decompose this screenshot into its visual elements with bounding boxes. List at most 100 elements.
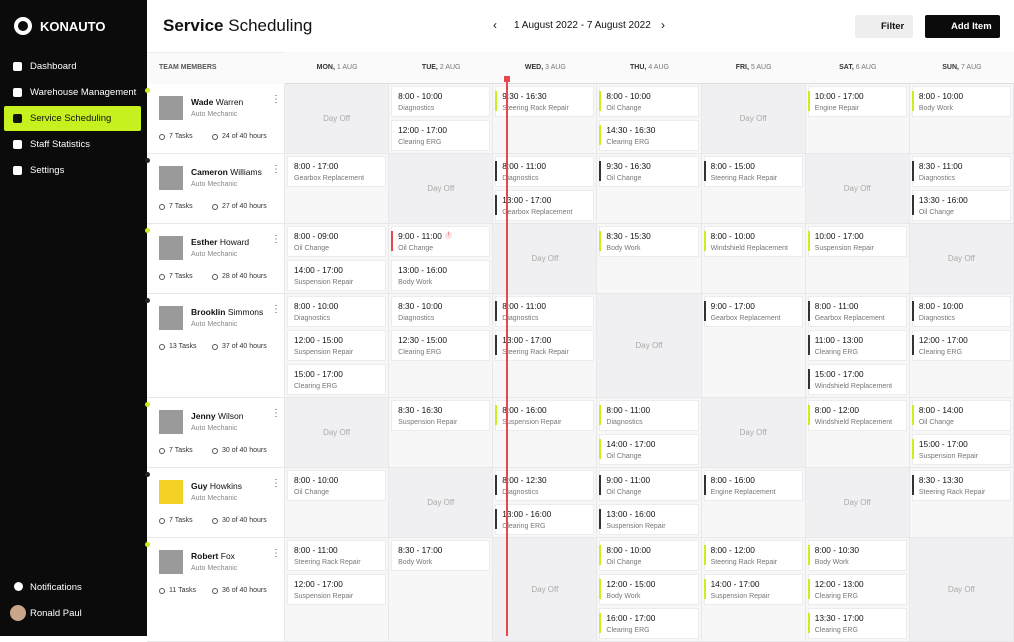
hours-icon [212, 588, 218, 594]
filter-button[interactable]: Filter [855, 15, 913, 38]
menu-button[interactable]: ⋮ [271, 164, 281, 175]
event-card[interactable]: 14:30 - 16:30 Clearing ERG [599, 120, 699, 151]
event-card[interactable]: 12:00 - 15:00 Suspension Repair [287, 330, 387, 361]
event-card[interactable]: 8:00 - 11:00 Steering Rack Repair [287, 540, 387, 571]
event-card[interactable]: 8:00 - 17:00 Gearbox Replacement [287, 156, 387, 187]
event-time: 8:30 - 15:30 [606, 231, 651, 241]
event-card[interactable]: 8:00 - 10:00 Body Work [911, 86, 1011, 117]
event-card[interactable]: 12:00 - 17:00 Clearing ERG [911, 330, 1011, 361]
event-card[interactable]: 8:00 - 14:00 Oil Change [911, 400, 1011, 431]
event-time: 13:00 - 16:00 [502, 509, 552, 519]
event-time: 12:30 - 15:00 [398, 335, 448, 345]
event-time: 9:00 - 11:00 [398, 231, 442, 241]
event-card[interactable]: 13:30 - 17:00 Clearing ERG [807, 608, 907, 639]
event-card[interactable]: 8:30 - 16:30 Suspension Repair [391, 400, 491, 431]
add-item-button[interactable]: Add Item [925, 15, 1000, 38]
notifications[interactable]: Notifications [30, 582, 82, 593]
event-card[interactable]: 11:00 - 13:00 Clearing ERG [807, 330, 907, 361]
event-card[interactable]: 13:00 - 17:00 Steering Rack Repair [495, 330, 595, 361]
event-card[interactable]: 8:00 - 11:00 Diagnostics [599, 400, 699, 431]
day-cell: 8:00 - 12:00 Steering Rack Repair 14:00 - … [701, 538, 806, 642]
menu-button[interactable]: ⋮ [271, 234, 281, 245]
nav-item[interactable]: Warehouse Management [4, 80, 141, 105]
event-card[interactable]: 9:00 - 17:00 Gearbox Replacement [703, 296, 803, 327]
nav-item[interactable]: Settings [4, 158, 141, 183]
event-card[interactable]: 16:00 - 17:00 Clearing ERG [599, 608, 699, 639]
event-card[interactable]: 15:00 - 17:00 Windshield Replacement [807, 364, 907, 395]
menu-button[interactable]: ⋮ [271, 304, 281, 315]
event-card[interactable]: 9:30 - 16:30 Steering Rack Repair [495, 86, 595, 117]
nav-item[interactable]: Dashboard [4, 54, 141, 79]
event-card[interactable]: 9:00 - 11:00 Oil Change [599, 470, 699, 501]
event-card[interactable]: 8:00 - 10:30 Body Work [807, 540, 907, 571]
event-card[interactable]: 8:30 - 17:00 Body Work [391, 540, 491, 571]
event-card[interactable]: 12:00 - 17:00 Suspension Repair [287, 574, 387, 605]
event-card[interactable]: 8:00 - 12:30 Diagnostics [495, 470, 595, 501]
event-card[interactable]: 12:00 - 15:00 Body Work [599, 574, 699, 605]
event-card[interactable]: 14:00 - 17:00 Oil Change [599, 434, 699, 465]
event-time: 14:30 - 16:30 [606, 125, 656, 135]
event-card[interactable]: 8:00 - 12:00 Steering Rack Repair [703, 540, 803, 571]
event-card[interactable]: 14:00 - 17:00 Suspension Repair [287, 260, 387, 291]
event-card[interactable]: 12:00 - 13:00 Clearing ERG [807, 574, 907, 605]
menu-button[interactable]: ⋮ [271, 408, 281, 419]
event-card[interactable]: 9:00 - 11:00! Oil Change [391, 226, 491, 257]
day-cell: 8:00 - 11:00 Steering Rack Repair 12:00 - … [285, 538, 390, 642]
day-off-cell: Day Off [285, 398, 390, 468]
event-card[interactable]: 12:00 - 17:00 Clearing ERG [391, 120, 491, 151]
day-cell: 8:00 - 10:00 Oil Change [285, 468, 390, 538]
event-task: Clearing ERG [814, 349, 858, 356]
event-card[interactable]: 8:00 - 10:00 Diagnostics [911, 296, 1011, 327]
nav-label: Staff Statistics [30, 139, 91, 150]
menu-button[interactable]: ⋮ [271, 548, 281, 559]
day-cell: 8:00 - 11:00 Gearbox Replacement 11:00 - 1… [805, 294, 910, 398]
event-card[interactable]: 13:00 - 16:00 Suspension Repair [599, 504, 699, 535]
event-card[interactable]: 8:00 - 10:00 Diagnostics [287, 296, 387, 327]
prev-week[interactable]: ‹ [493, 18, 497, 32]
event-card[interactable]: 8:00 - 10:00 Diagnostics [391, 86, 491, 117]
event-time: 8:00 - 12:30 [502, 475, 547, 485]
event-card[interactable]: 8:00 - 11:00 Diagnostics [495, 156, 595, 187]
event-card[interactable]: 15:00 - 17:00 Suspension Repair [911, 434, 1011, 465]
event-card[interactable]: 13:30 - 16:00 Oil Change [911, 190, 1011, 221]
event-card[interactable]: 8:30 - 15:30 Body Work [599, 226, 699, 257]
event-card[interactable]: 8:00 - 15:00 Steering Rack Repair [703, 156, 803, 187]
event-card[interactable]: 12:30 - 15:00 Clearing ERG [391, 330, 491, 361]
event-task: Diagnostics [918, 315, 956, 322]
event-card[interactable]: 13:00 - 16:00 Clearing ERG [495, 504, 595, 535]
event-accent [495, 161, 498, 181]
event-card[interactable]: 8:30 - 10:00 Diagnostics [391, 296, 491, 327]
event-card[interactable]: 13:00 - 16:00 Body Work [391, 260, 491, 291]
event-card[interactable]: 8:30 - 11:00 Diagnostics [911, 156, 1011, 187]
event-card[interactable]: 8:00 - 16:00 Engine Replacement [703, 470, 803, 501]
menu-button[interactable]: ⋮ [271, 94, 281, 105]
event-card[interactable]: 8:00 - 09:00 Oil Change [287, 226, 387, 257]
event-card[interactable]: 8:30 - 13:30 Steering Rack Repair [911, 470, 1011, 501]
event-card[interactable]: 10:00 - 17:00 Suspension Repair [807, 226, 907, 257]
event-task: Diagnostics [606, 419, 643, 426]
event-task: Gearbox Replacement [294, 175, 365, 182]
day-off-cell: Day Off [909, 538, 1014, 642]
nav-icon [13, 88, 22, 97]
event-card[interactable]: 8:00 - 10:00 Oil Change [599, 540, 699, 571]
event-card[interactable]: 8:00 - 11:00 Diagnostics [495, 296, 595, 327]
event-card[interactable]: 8:00 - 12:00 Windshield Replacement [807, 400, 907, 431]
event-card[interactable]: 9:30 - 16:30 Oil Change [599, 156, 699, 187]
menu-button[interactable]: ⋮ [271, 478, 281, 489]
nav-item[interactable]: Service Scheduling [4, 106, 141, 131]
event-card[interactable]: 14:00 - 17:00 Suspension Repair [703, 574, 803, 605]
next-week[interactable]: › [661, 18, 665, 32]
event-card[interactable]: 15:00 - 17:00 Clearing ERG [287, 364, 387, 395]
user-name[interactable]: Ronald Paul [30, 608, 82, 619]
event-card[interactable]: 8:00 - 11:00 Gearbox Replacement [807, 296, 907, 327]
event-card[interactable]: 8:00 - 10:00 Oil Change [287, 470, 387, 501]
event-card[interactable]: 8:00 - 16:00 Suspension Repair [495, 400, 595, 431]
event-card[interactable]: 8:00 - 10:00 Oil Change [599, 86, 699, 117]
event-task: Steering Rack Repair [710, 559, 778, 566]
event-card[interactable]: 10:00 - 17:00 Engine Repair [807, 86, 907, 117]
event-card[interactable]: 8:00 - 10:00 Windshield Replacement [703, 226, 803, 257]
event-time: 14:00 - 17:00 [294, 265, 343, 275]
event-time: 9:30 - 16:30 [606, 161, 651, 171]
nav-item[interactable]: Staff Statistics [4, 132, 141, 157]
event-card[interactable]: 13:00 - 17:00 Gearbox Replacement [495, 190, 595, 221]
